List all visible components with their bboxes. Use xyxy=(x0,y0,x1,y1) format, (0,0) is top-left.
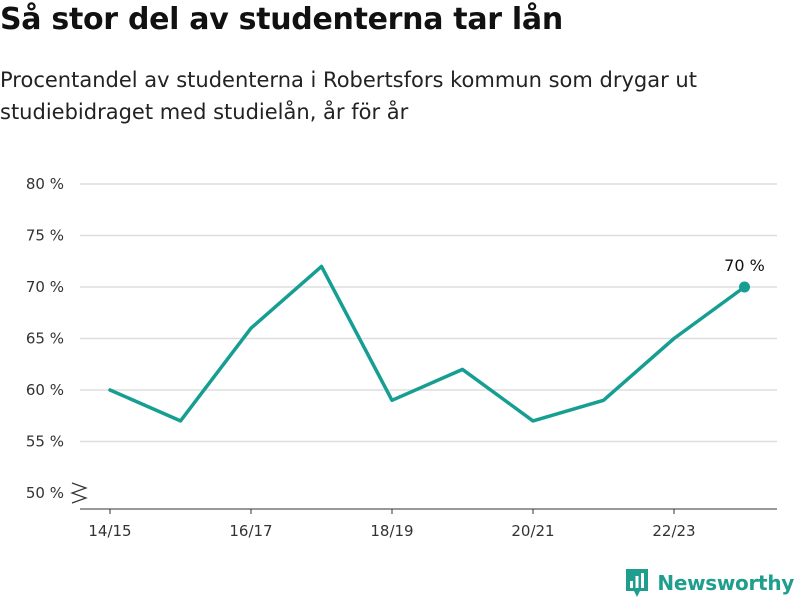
y-tick-label: 80 % xyxy=(26,175,64,193)
newsworthy-logo-icon xyxy=(626,569,649,597)
y-tick-label: 65 % xyxy=(26,330,64,348)
x-tick-label: 16/17 xyxy=(229,522,272,540)
chart-subtitle: Procentandel av studenterna i Robertsfor… xyxy=(0,68,697,124)
series-line xyxy=(108,264,747,423)
data-label: 70 % xyxy=(724,256,765,275)
y-tick-label: 75 % xyxy=(26,227,64,245)
brand-logo: Newsworthy xyxy=(625,568,794,598)
y-tick-label: 60 % xyxy=(26,381,64,399)
labels: 70 % xyxy=(724,256,765,275)
y-tick-label: 50 % xyxy=(26,484,64,502)
brand-name: Newsworthy xyxy=(657,571,794,595)
x-tick-label: 14/15 xyxy=(88,522,131,540)
axis-break-icon xyxy=(70,482,88,504)
data-point xyxy=(739,281,750,293)
x-tick-label: 22/23 xyxy=(652,522,695,540)
gridlines xyxy=(80,183,777,443)
y-tick-label: 55 % xyxy=(26,433,64,451)
axes: 50 % 55 % 60 % 65 % 70 % 75 % 80 % 14/15 16/17 18… xyxy=(26,175,777,540)
x-tick-label: 18/19 xyxy=(370,522,413,540)
x-tick-label: 20/21 xyxy=(511,522,554,540)
chart-title: Så stor del av studenterna tar lån xyxy=(0,2,563,37)
series xyxy=(108,264,750,423)
y-tick-label: 70 % xyxy=(26,278,64,296)
